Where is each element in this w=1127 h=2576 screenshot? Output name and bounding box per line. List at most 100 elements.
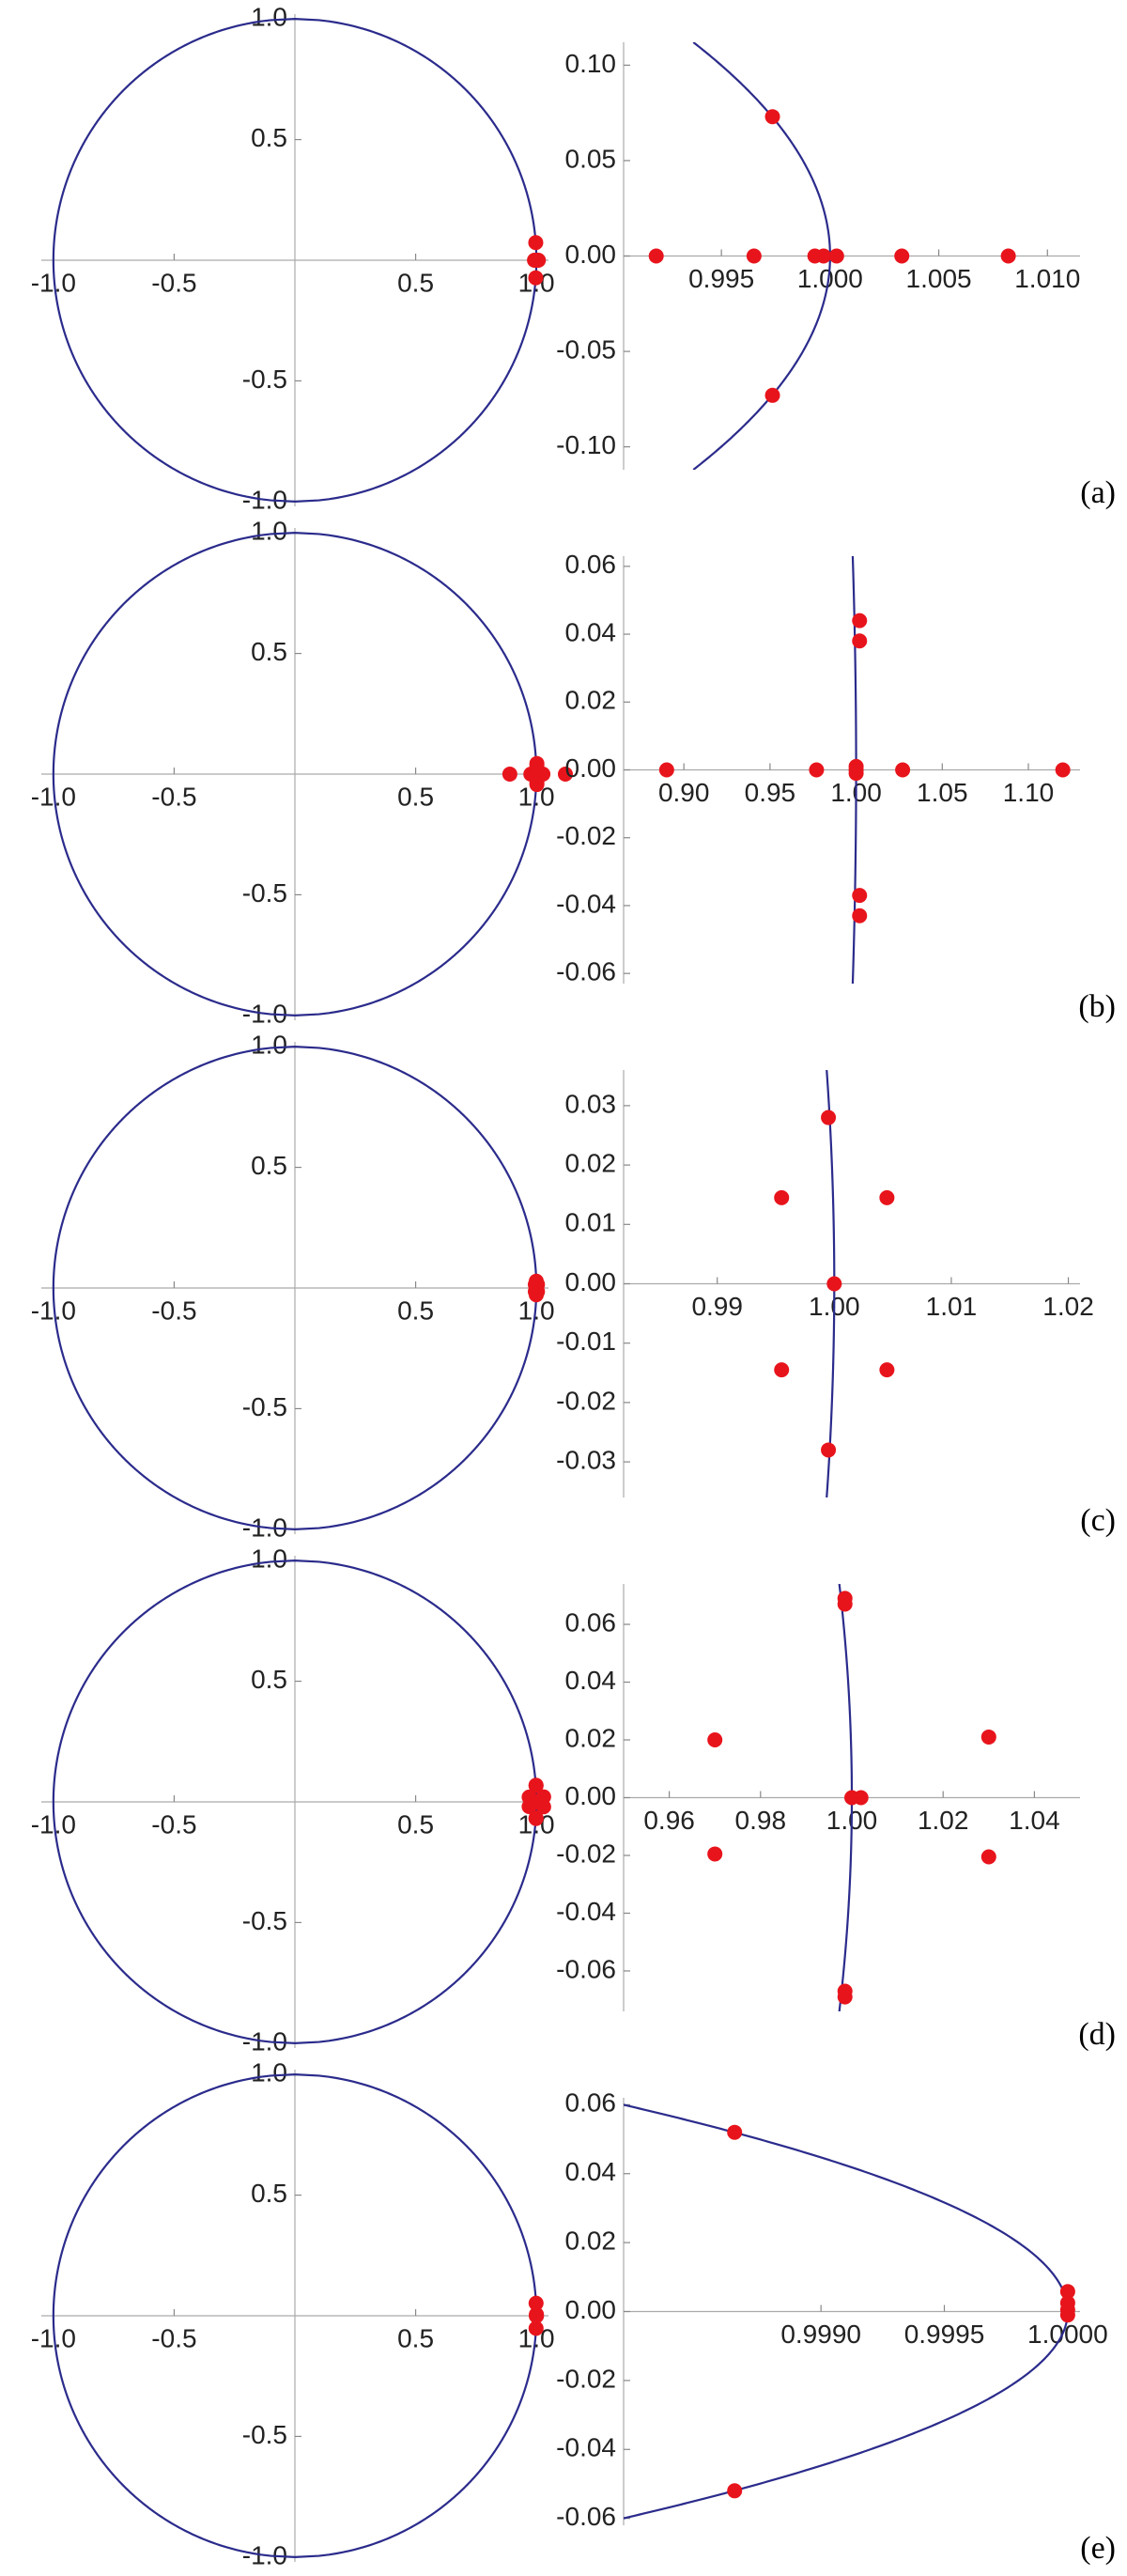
point bbox=[894, 248, 910, 264]
y-tick-label: 1.0 bbox=[251, 3, 287, 32]
point bbox=[980, 1849, 996, 1865]
y-tick-label: -0.5 bbox=[242, 365, 287, 394]
y-tick-label: 0.03 bbox=[565, 1089, 617, 1118]
point bbox=[852, 613, 868, 628]
x-tick-label: 0.9990 bbox=[780, 2320, 861, 2349]
y-tick-label: 1.0 bbox=[251, 517, 287, 546]
point bbox=[764, 387, 780, 403]
y-tick-label: -0.02 bbox=[556, 1839, 616, 1868]
x-tick-label: 1.10 bbox=[1003, 778, 1055, 807]
point bbox=[1055, 762, 1071, 778]
point bbox=[727, 2124, 743, 2140]
x-tick-label: 0.5 bbox=[397, 2323, 434, 2352]
point bbox=[815, 248, 831, 264]
y-tick-label: 0.04 bbox=[565, 2157, 617, 2186]
point bbox=[809, 762, 825, 778]
point bbox=[821, 1110, 837, 1125]
panel-label: (d) bbox=[1078, 2017, 1116, 2052]
y-tick-label: 0.00 bbox=[565, 2295, 617, 2324]
point bbox=[837, 1596, 853, 1612]
point bbox=[774, 1362, 790, 1378]
panel: 0.9990 0.9995 1.0000 -0.06 -0.04 -0.02 0.00 0.0… bbox=[556, 2088, 1108, 2531]
point bbox=[529, 2308, 545, 2324]
point bbox=[852, 633, 868, 649]
y-tick-label: 0.00 bbox=[565, 1267, 617, 1296]
point bbox=[1000, 248, 1016, 264]
point bbox=[764, 109, 780, 125]
x-tick-label: 0.95 bbox=[745, 778, 796, 807]
y-tick-label: 0.02 bbox=[565, 1723, 617, 1752]
y-tick-label: 1.0 bbox=[251, 1031, 287, 1060]
x-tick-label: 1.01 bbox=[926, 1292, 978, 1321]
x-tick-label: 0.5 bbox=[397, 1296, 434, 1325]
y-tick-label: 0.02 bbox=[565, 1149, 617, 1178]
y-tick-label: 0.00 bbox=[565, 240, 617, 269]
point bbox=[528, 270, 544, 286]
panel-label: (a) bbox=[1080, 475, 1116, 510]
point bbox=[852, 888, 868, 904]
x-tick-label: -0.5 bbox=[151, 1809, 196, 1839]
y-tick-label: 0.06 bbox=[565, 1607, 617, 1637]
y-tick-label: 0.04 bbox=[565, 617, 617, 646]
x-tick-label: 0.99 bbox=[691, 1292, 743, 1321]
y-tick-label: 1.0 bbox=[251, 2058, 287, 2087]
point bbox=[529, 767, 545, 782]
y-tick-label: 0.02 bbox=[565, 2227, 617, 2256]
x-tick-label: 1.05 bbox=[917, 778, 968, 807]
y-tick-label: 0.05 bbox=[565, 144, 617, 173]
point bbox=[828, 248, 844, 264]
x-tick-label: -0.5 bbox=[151, 268, 196, 297]
x-tick-label: 0.96 bbox=[643, 1806, 695, 1835]
x-tick-label: 0.9995 bbox=[904, 2320, 985, 2349]
y-tick-label: 0.5 bbox=[251, 2179, 287, 2208]
x-tick-label: 0.90 bbox=[658, 778, 710, 807]
y-tick-label: 0.00 bbox=[565, 753, 617, 783]
point bbox=[658, 762, 674, 778]
y-tick-label: -0.02 bbox=[556, 2364, 616, 2393]
point bbox=[837, 1989, 853, 2005]
point bbox=[528, 1777, 544, 1793]
point bbox=[980, 1729, 996, 1745]
x-tick-label: -0.5 bbox=[151, 2323, 196, 2352]
x-tick-label: 0.5 bbox=[397, 268, 434, 297]
x-tick-label: 1.005 bbox=[906, 264, 972, 293]
point bbox=[648, 248, 664, 264]
y-tick-label: -0.06 bbox=[556, 1954, 616, 1983]
point bbox=[502, 767, 517, 782]
point bbox=[529, 1287, 545, 1303]
point bbox=[821, 1442, 837, 1458]
point bbox=[848, 762, 864, 778]
point bbox=[558, 767, 573, 782]
y-tick-label: 0.06 bbox=[565, 2088, 617, 2118]
point bbox=[853, 1790, 869, 1806]
x-tick-label: -0.5 bbox=[151, 1296, 196, 1325]
point bbox=[528, 235, 544, 251]
point bbox=[879, 1362, 895, 1378]
point bbox=[852, 908, 868, 923]
point bbox=[1059, 2307, 1075, 2323]
panel: 0.995 1.000 1.005 1.010-0.10-0.050.000.050.… bbox=[556, 42, 1080, 470]
y-tick-label: 0.00 bbox=[565, 1781, 617, 1810]
point bbox=[707, 1732, 723, 1748]
panel: 0.90 0.95 1.00 1.05 1.10-0.06-0.04-0.020.000… bbox=[556, 550, 1080, 986]
x-tick-label: 1.02 bbox=[918, 1806, 969, 1835]
y-tick-label: -0.02 bbox=[556, 1386, 616, 1415]
x-tick-label: 0.995 bbox=[688, 264, 754, 293]
panel: -1.0-0.50.51.0-1.0-0.50.51.0 bbox=[31, 1544, 555, 2056]
y-tick-label: -0.5 bbox=[242, 2420, 287, 2449]
y-tick-label: -0.5 bbox=[242, 1906, 287, 1935]
y-tick-label: 0.04 bbox=[565, 1666, 617, 1695]
y-tick-label: 1.0 bbox=[251, 1544, 287, 1574]
y-tick-label: -0.04 bbox=[556, 2433, 616, 2462]
x-tick-label: 0.98 bbox=[735, 1806, 787, 1835]
y-tick-label: -0.5 bbox=[242, 1392, 287, 1421]
point bbox=[826, 1276, 842, 1292]
point bbox=[774, 1189, 790, 1205]
y-tick-label: -0.06 bbox=[556, 957, 616, 986]
y-tick-label: -0.01 bbox=[556, 1327, 616, 1356]
x-tick-label: 0.5 bbox=[397, 782, 434, 811]
panel-label: (c) bbox=[1080, 1503, 1116, 1538]
